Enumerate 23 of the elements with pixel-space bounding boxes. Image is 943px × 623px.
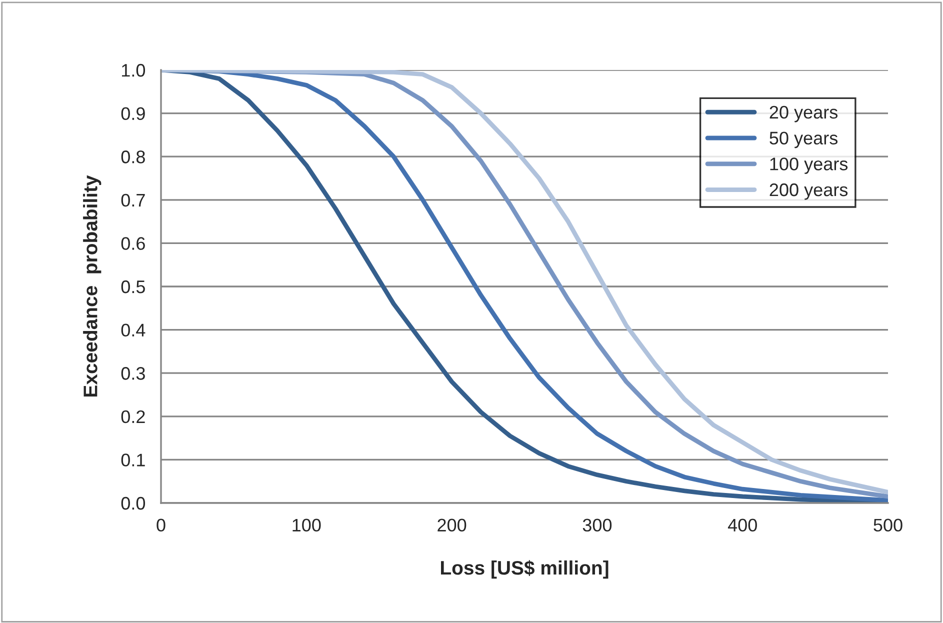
y-tick-label: 0.5: [121, 280, 145, 294]
y-tick-label: 0.0: [121, 496, 146, 510]
x-tick-label: 100: [292, 518, 321, 532]
y-tick-label: 0.7: [121, 194, 145, 207]
y-tick-label: 1.0: [122, 64, 146, 77]
y-tick-label: 0.4: [121, 324, 146, 337]
y-tick-label: 0.1: [121, 454, 145, 466]
x-axis-title: Loss [US$ million]: [440, 560, 608, 579]
y-tick-label: 0.8: [121, 150, 145, 164]
y-tick-label: 0.3: [121, 367, 145, 380]
y-tick-label: 0.9: [121, 107, 145, 120]
x-tick-label: 300: [582, 518, 612, 532]
x-tick-label: 500: [874, 518, 902, 532]
y-tick-label: 0.6: [121, 237, 145, 250]
y-axis-title: Exceedance probability: [83, 175, 102, 396]
legend-label: 20 years: [770, 106, 838, 122]
legend-label: 200 years: [770, 183, 848, 200]
legend-label: 100 years: [770, 158, 848, 174]
x-tick-label: 400: [728, 518, 757, 532]
x-tick-label: 200: [438, 518, 466, 532]
x-tick-label: 0: [156, 518, 166, 532]
legend-label: 50 years: [770, 132, 838, 148]
y-tick-label: 0.2: [121, 410, 145, 424]
